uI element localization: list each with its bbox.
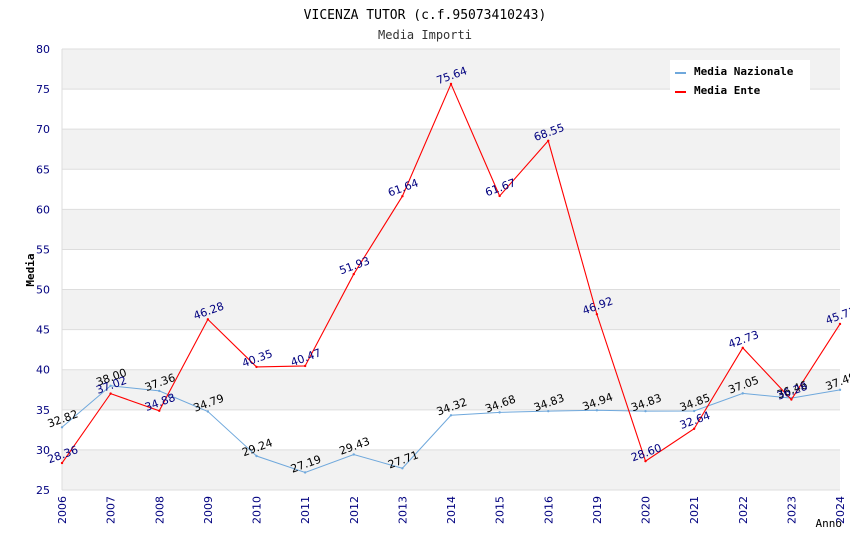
y-tick-label: 55 <box>36 243 50 256</box>
data-point <box>692 409 696 413</box>
grid-band <box>62 129 840 170</box>
data-point <box>109 384 112 387</box>
data-point <box>206 318 210 321</box>
x-tick-label: 2014 <box>445 496 458 524</box>
data-point <box>255 365 258 369</box>
data-point <box>449 414 453 417</box>
grid-band <box>62 289 840 330</box>
data-point <box>401 467 404 470</box>
x-tick-label: 2008 <box>153 496 166 524</box>
x-tick-label: 2022 <box>737 496 750 524</box>
x-tick-label: 2006 <box>56 496 69 524</box>
x-tick-label: 2023 <box>785 496 798 524</box>
data-point <box>741 392 744 395</box>
legend-label-media-nazionale: Media Nazionale <box>694 65 794 78</box>
gridlines <box>62 48 840 491</box>
x-tick-label: 2021 <box>688 496 701 524</box>
x-tick-label: 2011 <box>299 496 312 524</box>
data-point <box>158 409 161 412</box>
data-point <box>498 411 501 414</box>
y-tick-label: 35 <box>36 404 50 417</box>
data-point <box>449 82 453 86</box>
data-point <box>352 272 355 276</box>
data-point <box>206 410 210 413</box>
x-tick-label: 2007 <box>105 496 118 524</box>
grid-band <box>62 209 840 250</box>
x-tick-label: 2009 <box>202 496 215 524</box>
data-point <box>644 409 647 413</box>
data-point <box>595 313 599 316</box>
data-point <box>352 453 355 456</box>
y-tick-label: 75 <box>36 83 50 96</box>
x-tick-label: 2012 <box>348 496 361 524</box>
y-axis-ticks: 25 30 35 40 45 50 55 60 65 70 75 80 <box>36 43 50 497</box>
data-point <box>790 398 793 401</box>
data-point <box>838 388 842 392</box>
y-tick-label: 30 <box>36 444 50 457</box>
data-point <box>401 195 404 198</box>
data-point <box>303 364 307 368</box>
x-tick-label: 2020 <box>640 496 653 524</box>
x-tick-label: 2010 <box>251 496 264 524</box>
series-lines <box>60 82 842 474</box>
x-tick-label: 2024 <box>834 496 847 524</box>
legend: Media Nazionale Media Ente <box>670 60 810 102</box>
y-tick-label: 70 <box>36 123 50 136</box>
grid-band <box>62 369 840 410</box>
x-tick-label: 2013 <box>396 496 409 524</box>
y-tick-label: 60 <box>36 203 50 216</box>
background-bands <box>62 49 840 490</box>
data-point <box>158 389 161 393</box>
data-point <box>741 346 744 350</box>
data-point <box>692 427 696 430</box>
x-tick-label: 2015 <box>494 496 507 524</box>
data-point <box>838 322 842 326</box>
data-point <box>498 194 501 198</box>
legend-box <box>670 60 810 102</box>
data-point <box>547 139 550 143</box>
y-tick-label: 65 <box>36 163 50 176</box>
data-point <box>303 471 307 474</box>
y-tick-label: 40 <box>36 364 50 377</box>
y-axis-label: Media <box>24 253 37 286</box>
x-tick-label: 2019 <box>591 496 604 524</box>
data-point <box>60 461 64 465</box>
chart-subtitle: Media Importi <box>378 28 472 42</box>
data-point <box>547 409 550 413</box>
grid-band <box>62 449 840 490</box>
x-axis-label: Anno <box>816 517 843 530</box>
chart-title: VICENZA TUTOR (c.f.95073410243) <box>304 8 547 23</box>
x-tick-label: 2016 <box>542 496 555 524</box>
y-tick-label: 45 <box>36 324 50 337</box>
data-point <box>595 409 599 412</box>
data-point <box>644 459 647 463</box>
data-point <box>255 454 258 458</box>
x-axis-ticks: 2006 2007 2008 2009 2010 2011 2012 2013 2014 2015… <box>56 496 847 524</box>
data-point <box>60 426 64 429</box>
y-tick-label: 25 <box>36 484 50 497</box>
data-point <box>109 392 112 395</box>
y-tick-label: 50 <box>36 284 50 297</box>
legend-label-media-ente: Media Ente <box>694 84 761 97</box>
y-tick-label: 80 <box>36 43 50 56</box>
